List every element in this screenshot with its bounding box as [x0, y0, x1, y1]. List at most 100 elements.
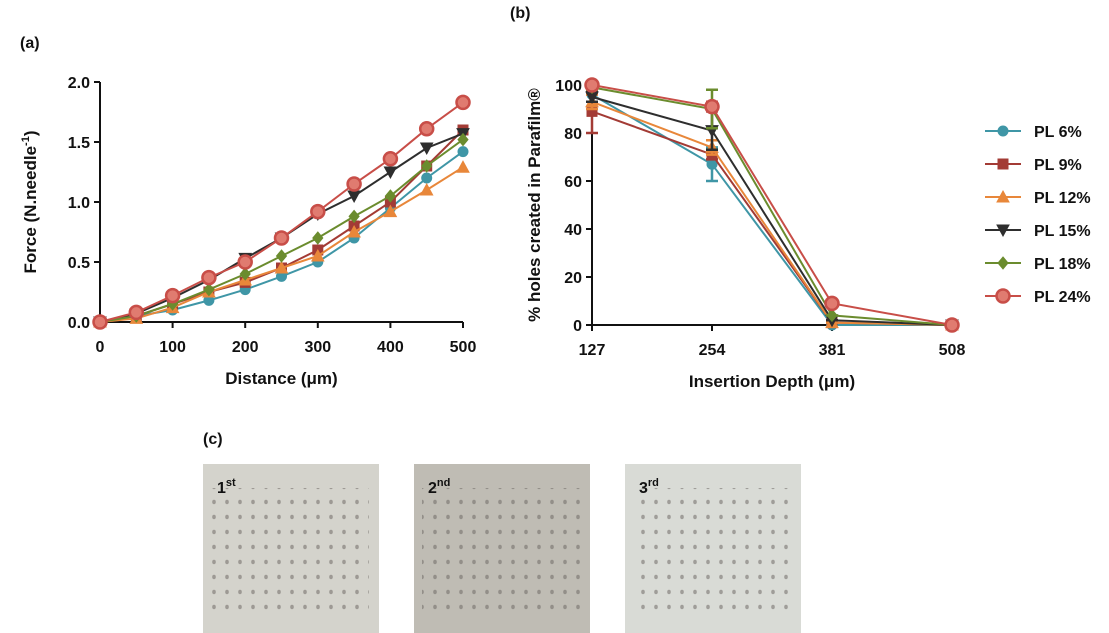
y-tick-label: 1.5 [68, 135, 90, 152]
marker [997, 256, 1009, 270]
chart: (a) 0.0 0.5 1.0 1.5 2.0 0 100 200 300 400 500 Distan… [20, 35, 476, 388]
photo-suffix: nd [437, 477, 450, 489]
y-tick-label: 40 [564, 222, 582, 239]
marker [312, 231, 324, 245]
y-tick-label: 80 [564, 126, 582, 143]
marker [275, 249, 288, 263]
marker [419, 142, 434, 156]
x-tick-label: 254 [699, 342, 726, 359]
marker [382, 151, 399, 167]
panel-label: (c) [203, 431, 223, 448]
x-tick-label: 100 [159, 339, 186, 356]
y-axis-title-sup: -1 [20, 136, 32, 146]
marker [944, 317, 960, 333]
marker [383, 204, 398, 218]
photo-number: 1 [217, 480, 226, 497]
y-tick-label: 1.0 [68, 195, 90, 212]
x-tick-label: 508 [939, 342, 966, 359]
marker [384, 189, 397, 203]
legend-label: PL 24% [1034, 289, 1091, 306]
marker [237, 254, 253, 270]
series-line [99, 132, 464, 323]
series-line [591, 96, 953, 326]
y-axis-title-text: % holes created in Parafilm® [525, 88, 544, 322]
marker [996, 224, 1010, 238]
marker [201, 269, 217, 286]
photo-number: 2 [428, 480, 437, 497]
panel-label: (b) [510, 5, 530, 22]
panel-label: (a) [20, 35, 40, 52]
marker [273, 230, 290, 246]
legend-label: PL 6% [1034, 124, 1082, 141]
legend-label: PL 18% [1034, 256, 1091, 273]
y-axis-title-tail: ) [21, 131, 40, 137]
marker [419, 182, 434, 196]
y-axis-title-text: Force (N.needle [21, 146, 40, 274]
photo-holes [211, 488, 369, 618]
series-line [591, 110, 953, 326]
series-line [99, 101, 464, 323]
marker [584, 77, 600, 93]
photo: 1st [203, 464, 379, 633]
marker [128, 304, 145, 321]
marker [383, 166, 398, 180]
photo-label: 1st [217, 477, 236, 497]
marker [92, 314, 108, 330]
marker [457, 132, 469, 147]
y-tick-label: 2.0 [68, 75, 90, 92]
marker [997, 158, 1009, 170]
y-tick-label: 20 [564, 270, 582, 287]
legend-label: PL 9% [1034, 157, 1082, 174]
marker [203, 282, 215, 297]
chart: (b) 0 20 40 60 80 100 127 254 381 508 Insertion Dep… [510, 5, 1091, 391]
y-tick-label: 60 [564, 174, 582, 191]
photo-holes [633, 488, 791, 618]
marker [826, 308, 838, 323]
marker [348, 209, 360, 224]
marker [996, 189, 1010, 203]
series-line [591, 86, 953, 326]
photo-number: 3 [639, 480, 648, 497]
marker [346, 176, 362, 192]
series-line [591, 100, 953, 326]
marker [997, 125, 1009, 137]
photo-label: 2nd [428, 477, 450, 497]
photo-label: 3rd [639, 477, 659, 497]
marker [164, 287, 181, 304]
marker [456, 160, 470, 173]
marker [239, 267, 251, 281]
marker [457, 146, 469, 158]
photo-suffix: st [226, 477, 236, 489]
x-tick-label: 127 [579, 342, 606, 359]
photo-suffix: rd [648, 477, 659, 489]
marker [347, 190, 361, 204]
marker [347, 224, 361, 238]
marker [995, 288, 1011, 304]
series-line [99, 129, 464, 323]
series-line [591, 84, 953, 326]
marker [274, 260, 289, 274]
photo: 2nd [414, 464, 590, 633]
photo-holes [422, 488, 580, 618]
marker [421, 172, 433, 184]
marker [421, 159, 433, 173]
y-tick-label: 100 [555, 78, 582, 95]
marker [418, 121, 435, 137]
marker [455, 94, 471, 111]
y-axis-title: % holes created in Parafilm® [525, 88, 544, 322]
x-tick-label: 300 [304, 339, 331, 356]
y-axis-title: Force (N.needle-1) [20, 131, 40, 274]
photo: 3rd [625, 464, 801, 633]
marker [310, 248, 325, 262]
marker [824, 295, 840, 312]
marker [704, 98, 720, 115]
x-tick-label: 500 [450, 339, 477, 356]
x-tick-label: 381 [819, 342, 846, 359]
x-tick-label: 200 [232, 339, 259, 356]
x-tick-label: 0 [96, 339, 105, 356]
x-axis-title: Insertion Depth (μm) [689, 372, 855, 391]
y-tick-label: 0.5 [68, 255, 90, 272]
x-tick-label: 400 [377, 339, 404, 356]
y-tick-label: 0.0 [68, 315, 90, 332]
